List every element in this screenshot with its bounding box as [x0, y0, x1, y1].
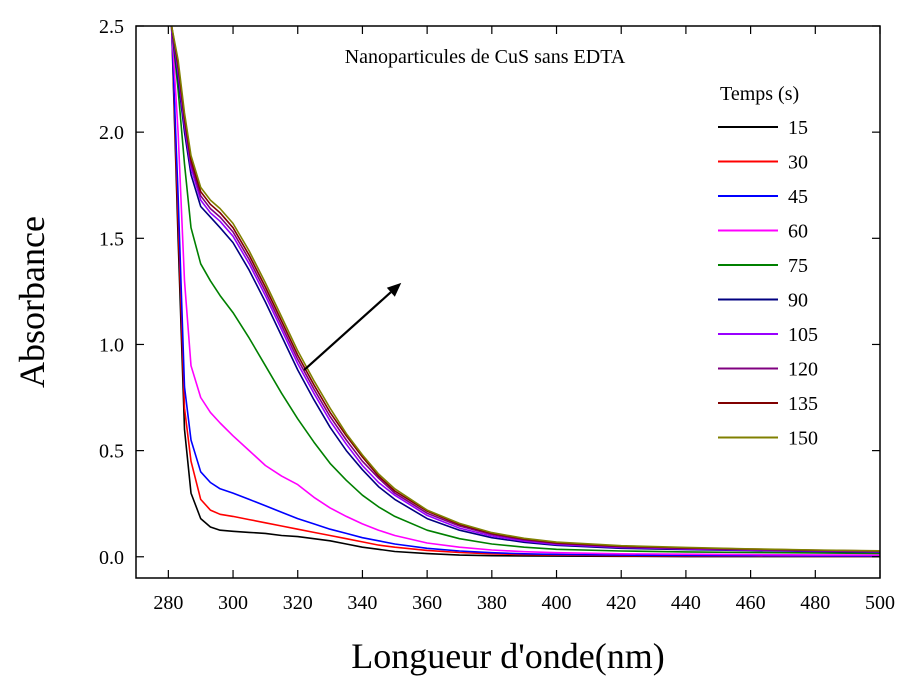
x-tick-label: 500	[865, 592, 895, 614]
y-tick-label: 2.0	[99, 122, 124, 144]
series-line-90	[170, 26, 880, 553]
y-axis-title: Absorbance	[12, 216, 52, 388]
series-line-15	[170, 26, 880, 558]
legend-label-30: 30	[788, 152, 808, 174]
trend-arrow	[303, 282, 402, 371]
series-line-45	[170, 26, 880, 557]
y-tick-label: 0.0	[99, 547, 124, 569]
legend-label-60: 60	[788, 221, 808, 243]
series-line-150	[170, 26, 880, 552]
series-layer	[170, 26, 880, 558]
ticks-layer: 280 300 320 340 360 380 400 420 440 460 480 500 0.0 0…	[99, 16, 895, 614]
series-line-30	[170, 26, 880, 558]
y-tick-label: 2.5	[99, 16, 124, 38]
x-axis-title: Longueur d'onde(nm)	[351, 636, 664, 676]
chart-annotation: Nanoparticules de CuS sans EDTA	[345, 46, 626, 68]
series-line-105	[170, 26, 880, 553]
legend-label-105: 105	[788, 324, 818, 346]
legend-label-135: 135	[788, 393, 818, 415]
plot-frame	[135, 25, 881, 579]
x-tick-label: 460	[736, 592, 766, 614]
x-tick-label: 280	[153, 592, 183, 614]
series-line-75	[170, 26, 880, 555]
legend-label-150: 150	[788, 428, 818, 450]
legend-title: Temps (s)	[720, 83, 799, 105]
legend-label-45: 45	[788, 186, 808, 208]
x-tick-label: 420	[606, 592, 636, 614]
x-tick-label: 380	[477, 592, 507, 614]
x-tick-label: 400	[542, 592, 572, 614]
legend: Temps (s) 15 30 45 60 75 90 105 120 135 150	[718, 83, 818, 450]
arrow-shaft	[303, 291, 392, 371]
y-tick-label: 0.5	[99, 441, 124, 463]
arrow-head	[386, 282, 402, 297]
legend-label-90: 90	[788, 290, 808, 312]
x-tick-label: 320	[283, 592, 313, 614]
x-tick-label: 360	[412, 592, 442, 614]
legend-label-15: 15	[788, 117, 808, 139]
legend-label-75: 75	[788, 255, 808, 277]
y-tick-label: 1.5	[99, 228, 124, 250]
x-tick-label: 480	[800, 592, 830, 614]
y-tick-label: 1.0	[99, 334, 124, 356]
x-tick-label: 440	[671, 592, 701, 614]
legend-label-120: 120	[788, 359, 818, 381]
series-line-60	[170, 26, 880, 556]
x-tick-label: 340	[347, 592, 377, 614]
x-tick-label: 300	[218, 592, 248, 614]
